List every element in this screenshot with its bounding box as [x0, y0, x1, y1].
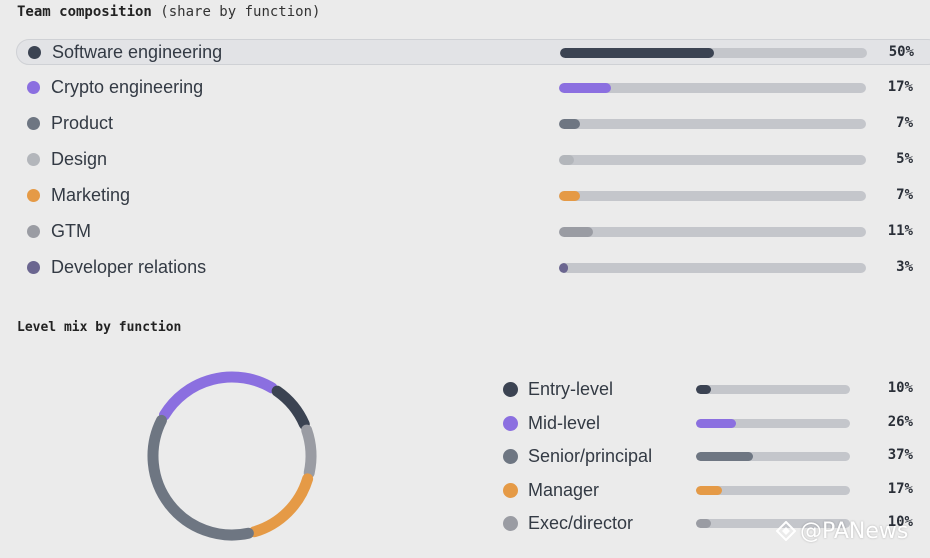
legend-dot: [503, 482, 518, 498]
panews-logo-icon: [776, 521, 796, 541]
level-row[interactable]: Mid-level 26%: [500, 411, 930, 437]
bar-value-label: 50%: [888, 44, 914, 60]
legend-dot: [27, 117, 40, 130]
level-bar-fill: [696, 385, 712, 394]
function-row[interactable]: Design 5%: [16, 147, 930, 173]
donut-segment-entry-level[interactable]: [271, 385, 310, 430]
function-row[interactable]: Developer relations 3%: [16, 255, 930, 281]
donut-segment-manager[interactable]: [248, 473, 314, 538]
level-label: Mid-level: [528, 412, 601, 433]
level-value-label: 10%: [887, 380, 913, 396]
bar-category-label: Crypto engineering: [51, 77, 204, 97]
level-value-label: 37%: [887, 447, 913, 463]
level-label: Exec/director: [528, 513, 634, 533]
watermark: @PANews: [776, 519, 908, 544]
legend-dot: [27, 225, 40, 238]
bar-track: [559, 227, 866, 237]
legend-dot: [27, 81, 40, 94]
level-bar-track: [696, 452, 850, 461]
bar-fill: [559, 191, 581, 201]
level-bar-track: [696, 418, 850, 428]
bar-track: [559, 155, 866, 165]
level-bar-fill: [696, 519, 712, 528]
donut-segment-exec-director[interactable]: [301, 424, 317, 479]
bar-value-label: 7%: [896, 187, 913, 203]
level-value-label: 10%: [887, 514, 913, 530]
bar-fill: [560, 48, 714, 58]
level-row[interactable]: Senior/principal 37%: [500, 444, 930, 470]
legend-dot: [503, 382, 518, 397]
bar-track: [560, 48, 867, 58]
chart-title: Team composition: [17, 4, 152, 20]
level-value-label: 26%: [887, 413, 913, 430]
bar-value-label: 11%: [887, 223, 913, 239]
bar-value-label: 7%: [896, 115, 913, 131]
level-bar-fill: [696, 485, 723, 495]
function-row[interactable]: Marketing 7%: [16, 183, 930, 209]
legend-dot: [28, 46, 41, 59]
level-label: Senior/principal: [528, 446, 653, 466]
bar-fill: [559, 119, 581, 129]
legend-dot: [27, 153, 40, 166]
level-row[interactable]: Entry-level 10%: [500, 377, 930, 403]
function-row[interactable]: Product 7%: [16, 111, 930, 137]
bar-category-label: Marketing: [51, 185, 131, 205]
level-bar-track: [696, 385, 850, 394]
legend-dot: [503, 516, 518, 531]
legend-dot: [27, 189, 40, 202]
bar-category-label: Product: [51, 113, 114, 133]
bar-fill: [559, 227, 593, 237]
bar-fill: [559, 263, 569, 273]
bar-track: [559, 263, 866, 273]
watermark-text: @PANews: [800, 519, 909, 544]
level-label: Entry-level: [528, 379, 614, 399]
bar-value-label: 5%: [896, 151, 913, 167]
donut-segment-senior-principal[interactable]: [147, 414, 254, 541]
level-value-label: 17%: [887, 480, 913, 497]
function-row[interactable]: Crypto engineering 17%: [16, 75, 930, 101]
bar-category-label: Developer relations: [51, 257, 207, 277]
level-bar-fill: [696, 418, 737, 428]
legend-dot: [503, 415, 518, 431]
bar-value-label: 3%: [896, 259, 913, 275]
legend-dot: [503, 449, 518, 464]
bar-track: [559, 83, 866, 93]
bar-value-label: 17%: [887, 79, 913, 95]
bar-track: [559, 191, 866, 201]
team-composition-title: Team composition (share by function): [17, 4, 320, 20]
function-row[interactable]: Software engineering 50%: [16, 39, 930, 65]
bar-category-label: GTM: [51, 221, 91, 241]
donut-segment-mid-level[interactable]: [158, 371, 278, 421]
level-bar-track: [696, 519, 850, 528]
function-row[interactable]: GTM 11%: [16, 219, 930, 245]
bar-category-label: Software engineering: [52, 42, 223, 62]
bar-fill: [559, 83, 612, 93]
level-bar-fill: [696, 452, 753, 461]
level-mix-title: Level mix by function: [17, 320, 182, 335]
chart-subtitle: (share by function): [160, 4, 321, 20]
bar-track: [559, 119, 866, 129]
level-row[interactable]: Manager 17%: [500, 478, 930, 504]
bar-fill: [559, 155, 575, 165]
bar-category-label: Design: [51, 149, 108, 169]
level-label: Manager: [528, 479, 600, 500]
level-mix-donut: [147, 371, 317, 541]
level-row[interactable]: Exec/director 10%: [500, 511, 930, 537]
level-bar-track: [696, 485, 850, 495]
legend-dot: [27, 261, 40, 274]
